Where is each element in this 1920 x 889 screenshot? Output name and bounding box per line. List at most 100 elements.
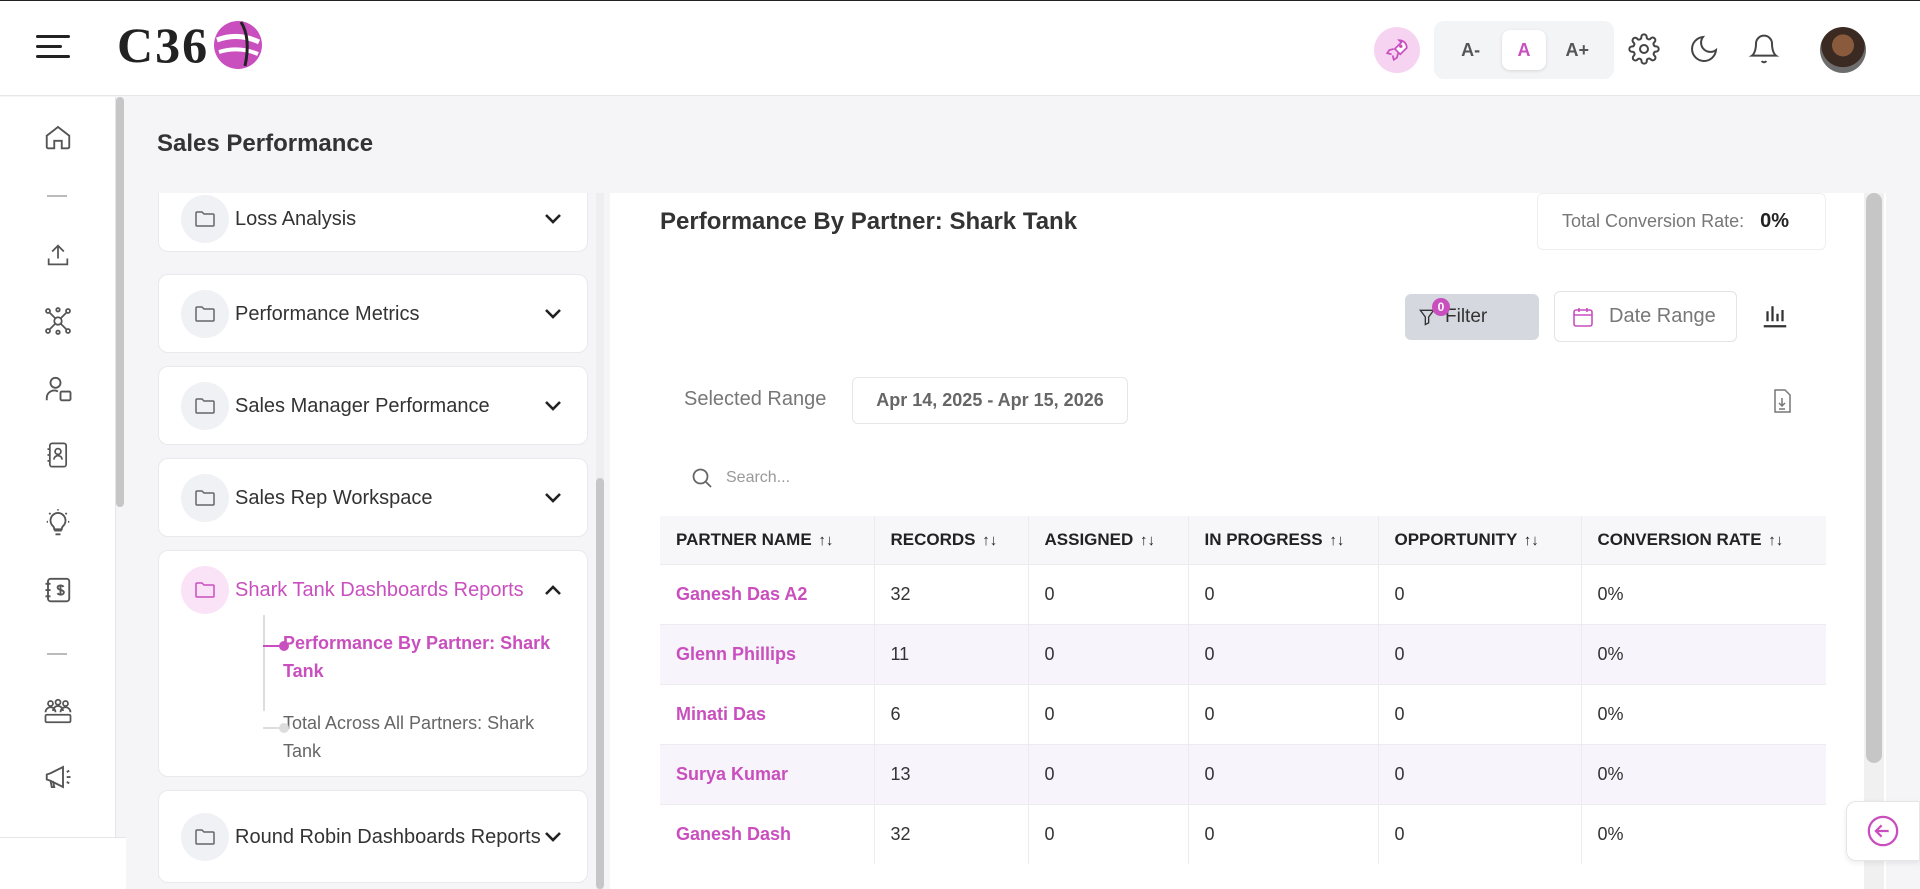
column-header-assigned[interactable]: ASSIGNED ↑↓	[1028, 516, 1189, 564]
left-nav-rail	[0, 97, 126, 889]
home-icon[interactable]	[40, 119, 76, 155]
team-icon[interactable]	[40, 693, 76, 729]
chevron-down-icon[interactable]	[541, 825, 565, 849]
table-header-row: PARTNER NAME ↑↓ RECORDS ↑↓ ASSIGNED ↑↓ I…	[660, 516, 1826, 564]
menu-item-sales-rep-workspace[interactable]: Sales Rep Workspace	[158, 458, 588, 537]
top-bar: C36 A- A A+	[0, 0, 1920, 96]
font-decrease-button[interactable]: A-	[1461, 39, 1481, 60]
sort-icon: ↑↓	[1329, 531, 1345, 549]
assigned-cell: 0	[1028, 743, 1189, 804]
column-header-partner-name[interactable]: PARTNER NAME ↑↓	[660, 516, 875, 564]
report-title: Performance By Partner: Shark Tank	[660, 208, 1078, 235]
dark-mode-moon-icon[interactable]	[1686, 31, 1722, 67]
rail-divider	[47, 653, 67, 655]
table-row: Ganesh Das A2 32 0 0 0 0%	[660, 563, 1826, 624]
conversion-rate-cell: 0%	[1581, 563, 1826, 624]
assigned-cell: 0	[1028, 623, 1189, 684]
column-header-records[interactable]: RECORDS ↑↓	[874, 516, 1029, 564]
folder-icon	[181, 566, 229, 614]
filter-button[interactable]: Filter	[1405, 294, 1539, 340]
conversion-rate-cell: 0%	[1581, 803, 1826, 864]
date-range-button[interactable]: Date Range	[1554, 291, 1737, 342]
records-cell: 13	[874, 743, 1029, 804]
font-normal-button[interactable]: A	[1501, 30, 1546, 70]
folder-icon	[181, 381, 229, 430]
contact-card-icon[interactable]	[40, 437, 76, 473]
menu-item-label: Loss Analysis	[235, 207, 357, 230]
lightbulb-icon[interactable]	[40, 505, 76, 541]
app-logo[interactable]: C36	[117, 17, 265, 73]
folder-icon	[181, 473, 229, 522]
sort-icon: ↑↓	[982, 531, 998, 549]
partner-name-link[interactable]: Ganesh Das A2	[660, 563, 875, 624]
menu-item-label: Shark Tank Dashboards Reports	[235, 579, 524, 601]
user-avatar[interactable]	[1820, 27, 1866, 73]
partner-name-link[interactable]: Glenn Phillips	[660, 623, 875, 684]
in-progress-cell: 0	[1188, 683, 1379, 744]
conversion-rate-cell: 0%	[1581, 743, 1826, 804]
tree-connector	[263, 645, 287, 647]
search-input[interactable]	[726, 469, 1126, 487]
menu-item-performance-metrics[interactable]: Performance Metrics	[158, 274, 588, 353]
menu-item-sales-manager-performance[interactable]: Sales Manager Performance	[158, 366, 588, 445]
sort-icon: ↑↓	[1523, 531, 1539, 549]
rail-footer	[0, 837, 126, 889]
menu-item-shark-tank-dashboards-reports[interactable]: Shark Tank Dashboards Reports Performanc…	[158, 550, 588, 777]
chevron-down-icon[interactable]	[541, 302, 565, 326]
partner-name-link[interactable]: Minati Das	[660, 683, 875, 744]
in-progress-cell: 0	[1188, 803, 1379, 864]
inactive-dot	[279, 723, 289, 733]
bar-chart-icon[interactable]	[1760, 300, 1790, 330]
menu-item-label: Sales Rep Workspace	[235, 486, 433, 509]
table-row: Surya Kumar 13 0 0 0 0%	[660, 743, 1826, 804]
opportunity-cell: 0	[1378, 623, 1582, 684]
collapse-panel-button[interactable]	[1846, 801, 1920, 861]
font-increase-button[interactable]: A+	[1565, 39, 1590, 60]
sub-item-total-across-all-partners[interactable]: Total Across All Partners: Shark Tank	[283, 713, 535, 761]
records-cell: 32	[874, 563, 1029, 624]
upload-icon[interactable]	[40, 237, 76, 273]
column-header-conversion-rate[interactable]: CONVERSION RATE ↑↓	[1581, 516, 1826, 564]
menu-item-loss-analysis[interactable]: Loss Analysis	[158, 193, 588, 252]
rail-divider	[47, 195, 67, 197]
sub-item-performance-by-partner[interactable]: Performance By Partner: Shark Tank	[283, 633, 551, 681]
partner-name-link[interactable]: Ganesh Dash	[660, 803, 875, 864]
content-scrollbar[interactable]	[1866, 193, 1882, 763]
column-header-opportunity[interactable]: OPPORTUNITY ↑↓	[1378, 516, 1582, 564]
menu-toggle-icon[interactable]	[36, 35, 70, 63]
menu-item-round-robin-dashboards-reports[interactable]: Round Robin Dashboards Reports	[158, 790, 588, 883]
filter-label: Filter	[1445, 306, 1488, 327]
filter-count-badge: 0	[1432, 298, 1450, 316]
megaphone-icon[interactable]	[40, 759, 76, 795]
user-manage-icon[interactable]	[40, 371, 76, 407]
assigned-cell: 0	[1028, 683, 1189, 744]
menu-scrollbar[interactable]	[596, 478, 604, 889]
export-file-icon[interactable]	[1770, 388, 1794, 414]
column-header-in-progress[interactable]: IN PROGRESS ↑↓	[1188, 516, 1379, 564]
chevron-down-icon[interactable]	[541, 394, 565, 418]
network-icon[interactable]	[40, 303, 76, 339]
chevron-down-icon[interactable]	[541, 486, 565, 510]
conversion-value: 0%	[1760, 210, 1789, 232]
in-progress-cell: 0	[1188, 743, 1379, 804]
selected-range-label: Selected Range	[684, 388, 827, 410]
calendar-icon	[1573, 307, 1593, 327]
partner-name-link[interactable]: Surya Kumar	[660, 743, 875, 804]
chevron-down-icon[interactable]	[541, 207, 565, 231]
chevron-up-icon[interactable]	[541, 578, 565, 602]
arrow-left-circle-icon	[1867, 815, 1899, 847]
rocket-button[interactable]	[1374, 27, 1420, 73]
tree-connector	[263, 727, 283, 729]
in-progress-cell: 0	[1188, 623, 1379, 684]
table-search	[690, 462, 1290, 494]
logo-text: C36	[117, 17, 210, 73]
table-row: Glenn Phillips 11 0 0 0 0%	[660, 623, 1826, 684]
opportunity-cell: 0	[1378, 563, 1582, 624]
notification-bell-icon[interactable]	[1746, 31, 1782, 67]
folder-icon	[181, 812, 229, 861]
table-row: Ganesh Dash 32 0 0 0 0%	[660, 803, 1826, 864]
billing-icon[interactable]	[40, 572, 76, 608]
sub-menu: Performance By Partner: Shark Tank Total…	[159, 615, 587, 765]
settings-gear-icon[interactable]	[1626, 31, 1662, 67]
rail-scrollbar[interactable]	[116, 97, 124, 507]
